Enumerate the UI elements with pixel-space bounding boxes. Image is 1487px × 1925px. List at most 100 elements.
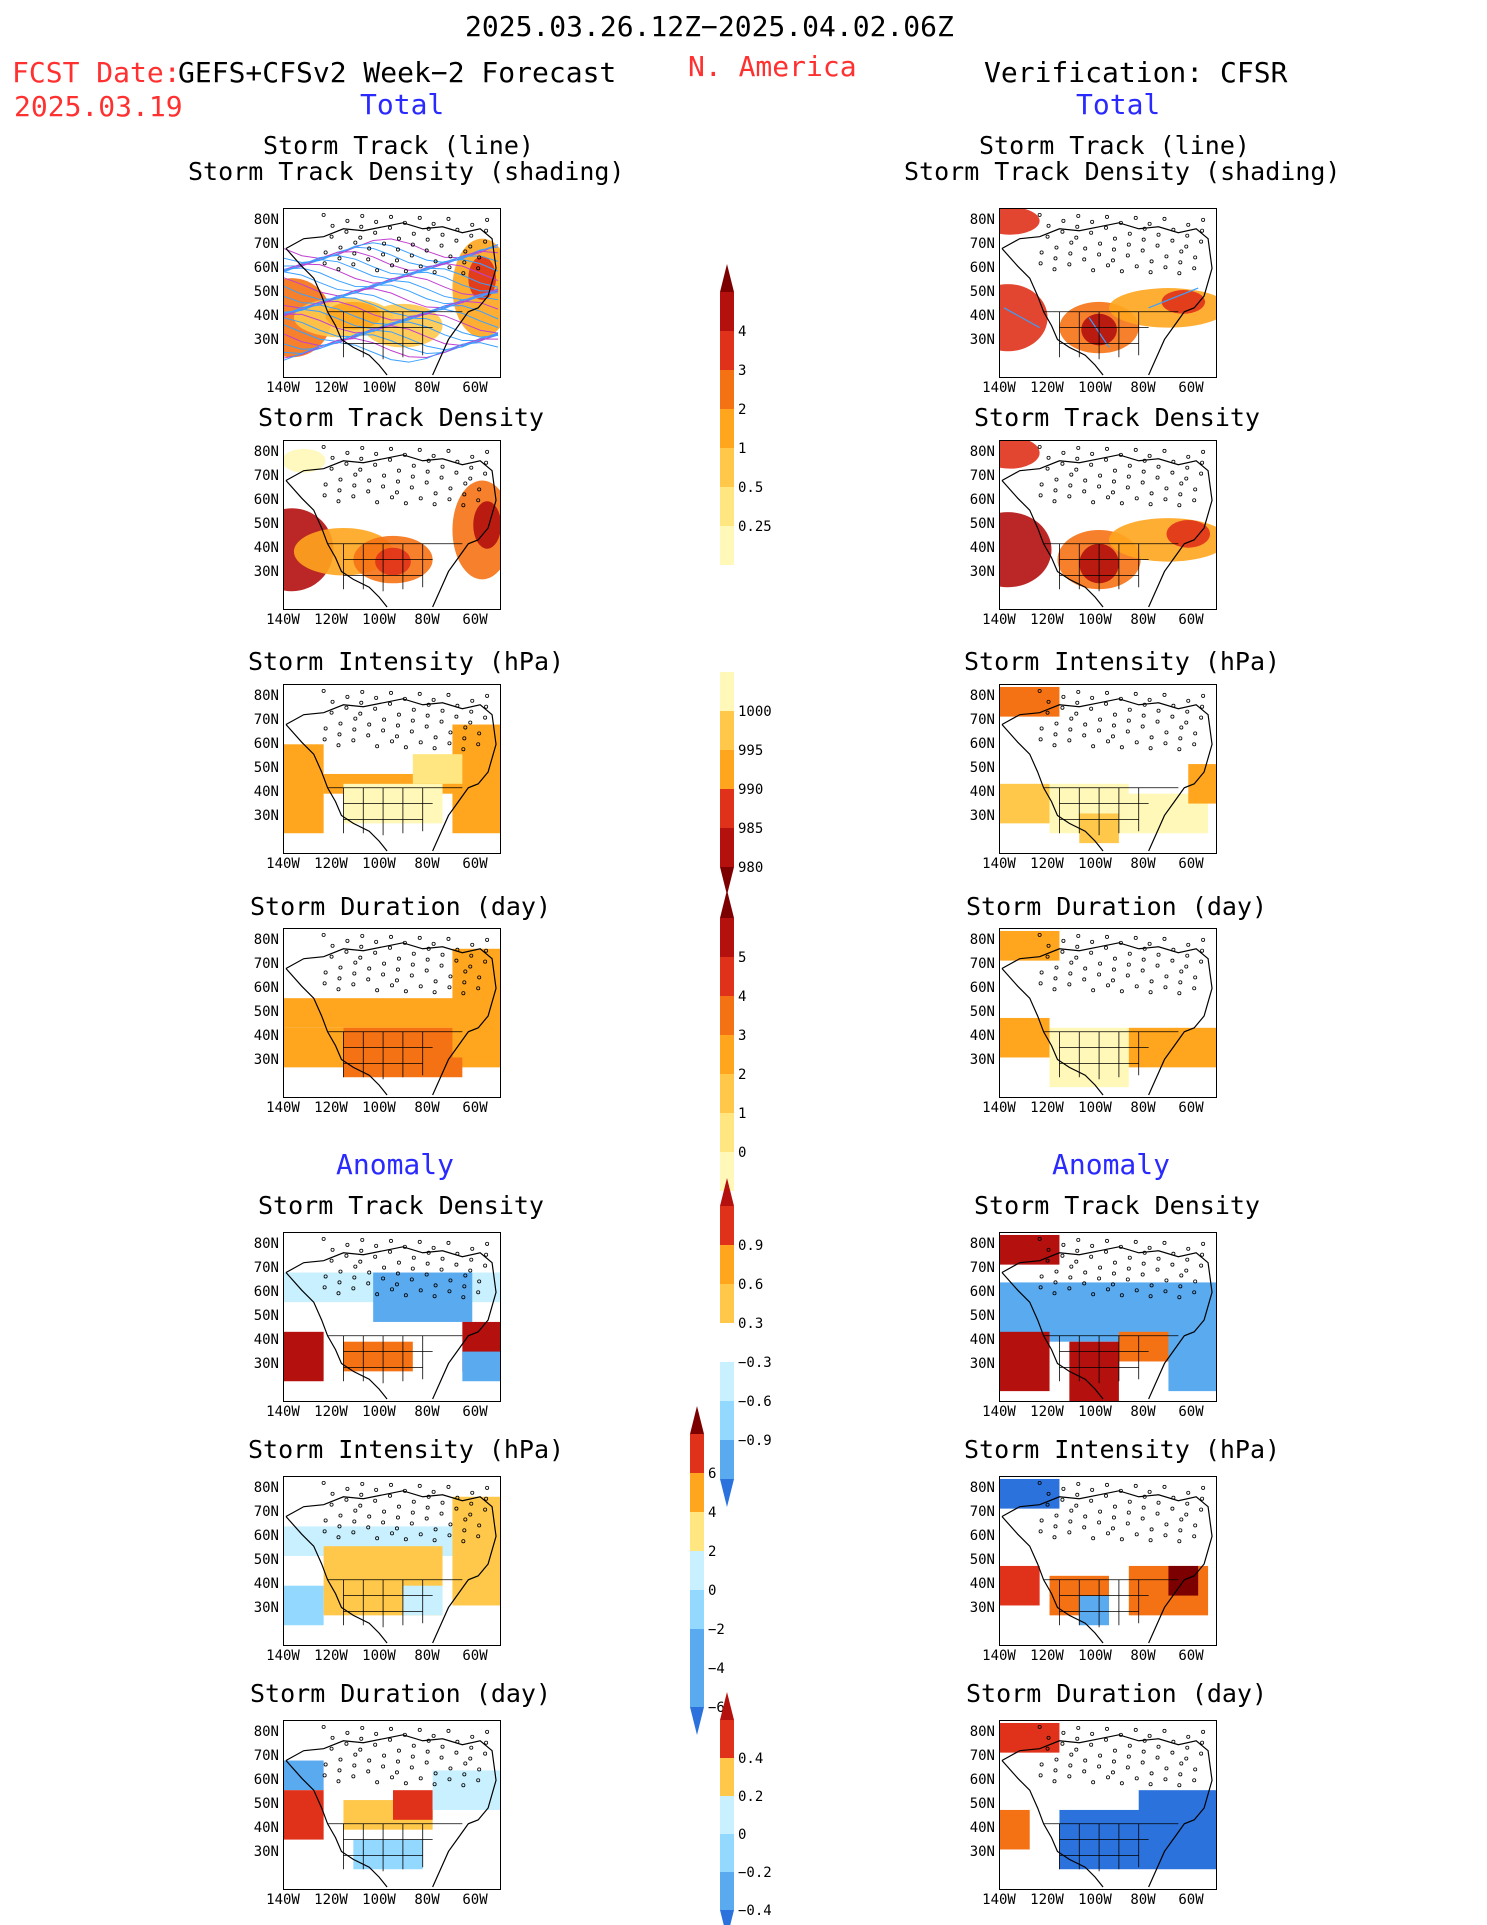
lat-label: 60N xyxy=(969,980,995,996)
colorbar-arrow-top xyxy=(720,890,734,918)
arctic-island xyxy=(1037,1236,1042,1241)
lon-label: 140W xyxy=(266,1892,300,1908)
lon-label: 120W xyxy=(1030,1648,1064,1664)
arctic-island xyxy=(454,714,459,719)
arctic-island xyxy=(476,498,481,503)
arctic-island xyxy=(322,981,327,986)
arctic-island xyxy=(359,944,364,949)
colorbar-segment xyxy=(690,1434,704,1473)
lon-label: 60W xyxy=(462,612,488,628)
colorbar-segment xyxy=(690,1473,704,1512)
coastline xyxy=(285,222,497,376)
arctic-island xyxy=(1053,1524,1058,1529)
colorbar-segment xyxy=(720,1113,734,1152)
arctic-island xyxy=(1082,489,1087,494)
arctic-island xyxy=(1134,984,1139,989)
arctic-island xyxy=(366,977,371,982)
arctic-island xyxy=(1140,724,1145,729)
arctic-island xyxy=(374,219,379,224)
arctic-island xyxy=(1164,486,1169,491)
arctic-island xyxy=(1177,503,1182,508)
lon-label: 140W xyxy=(982,1404,1016,1420)
colorbar-segment xyxy=(720,1440,734,1479)
arctic-island xyxy=(1186,1246,1191,1251)
lon-label: 120W xyxy=(1030,1404,1064,1420)
colorbar-segment xyxy=(720,1362,734,1401)
map-track-left xyxy=(283,208,501,378)
arctic-island xyxy=(1045,710,1050,715)
shading-cell xyxy=(1000,686,1060,717)
arctic-island xyxy=(1133,215,1138,220)
arctic-island xyxy=(338,1269,343,1274)
arctic-island xyxy=(447,497,452,502)
arctic-island xyxy=(468,964,473,969)
arctic-island xyxy=(1083,1758,1088,1763)
arctic-island xyxy=(396,236,401,241)
arctic-island xyxy=(1149,1283,1154,1288)
fcst-date: 2025.03.19 xyxy=(14,90,183,123)
arctic-island xyxy=(1104,945,1109,950)
arctic-island xyxy=(426,1494,431,1499)
arctic-island xyxy=(468,1756,473,1761)
arctic-island xyxy=(484,704,489,709)
arctic-island xyxy=(1068,1763,1073,1768)
arctic-island xyxy=(359,456,364,461)
arctic-island xyxy=(1164,730,1169,735)
arctic-island xyxy=(1186,222,1191,227)
arctic-island xyxy=(1089,706,1094,711)
arctic-island xyxy=(323,726,328,731)
lat-label: 40N xyxy=(969,540,995,556)
arctic-island xyxy=(1097,972,1102,977)
arctic-island xyxy=(448,974,453,979)
arctic-island xyxy=(338,721,343,726)
arctic-island xyxy=(433,1527,438,1532)
lat-label: 60N xyxy=(969,1528,995,1544)
colorbar-segment xyxy=(720,1323,734,1362)
lat-label: 70N xyxy=(253,1748,279,1764)
lat-label: 30N xyxy=(253,332,279,348)
arctic-island xyxy=(338,1757,343,1762)
arctic-island xyxy=(483,1263,488,1268)
arctic-island xyxy=(417,1727,422,1732)
shading-cell xyxy=(1188,764,1216,804)
arctic-island xyxy=(440,1500,445,1505)
arctic-island xyxy=(353,1752,358,1757)
arctic-island xyxy=(1148,270,1153,275)
arctic-island xyxy=(321,1236,326,1241)
arctic-island xyxy=(1192,498,1197,503)
arctic-island xyxy=(389,214,393,219)
lon-label: 80W xyxy=(1130,1648,1156,1664)
colorbar-segment xyxy=(720,1245,734,1284)
colorbar-segment xyxy=(690,1668,704,1707)
arctic-island xyxy=(455,227,460,232)
colorbar-intensity-anom: 6 4 2 0 −2 −4 −6 xyxy=(690,1404,770,1735)
arctic-island xyxy=(1061,218,1066,223)
arctic-island xyxy=(440,708,445,713)
arctic-island xyxy=(462,736,467,741)
lat-label: 40N xyxy=(253,1576,279,1592)
arctic-island xyxy=(476,1778,481,1783)
arctic-island xyxy=(1185,233,1190,238)
arctic-island xyxy=(1074,467,1079,472)
arctic-island xyxy=(1068,1519,1073,1524)
arctic-island xyxy=(448,1522,453,1527)
lon-label: 100W xyxy=(1078,856,1112,872)
arctic-island xyxy=(1104,1737,1109,1742)
arctic-island xyxy=(469,465,474,470)
arctic-island xyxy=(1155,719,1160,724)
arctic-island xyxy=(1039,1274,1044,1279)
arctic-island xyxy=(469,709,474,714)
colorbar-arrow-top xyxy=(720,1692,734,1720)
lat-label: 30N xyxy=(969,1356,995,1372)
colorbar-segment xyxy=(720,1796,734,1834)
arctic-island xyxy=(1089,1742,1094,1747)
arctic-island xyxy=(337,1524,342,1529)
colorbar-segment xyxy=(720,789,734,828)
arctic-island xyxy=(359,1736,364,1741)
coastline xyxy=(1001,222,1213,376)
arctic-island xyxy=(402,220,407,225)
arctic-island xyxy=(344,461,349,466)
shading-cell xyxy=(432,1770,500,1810)
lon-label: 60W xyxy=(1178,1100,1204,1116)
colorbar-segment xyxy=(720,672,734,711)
